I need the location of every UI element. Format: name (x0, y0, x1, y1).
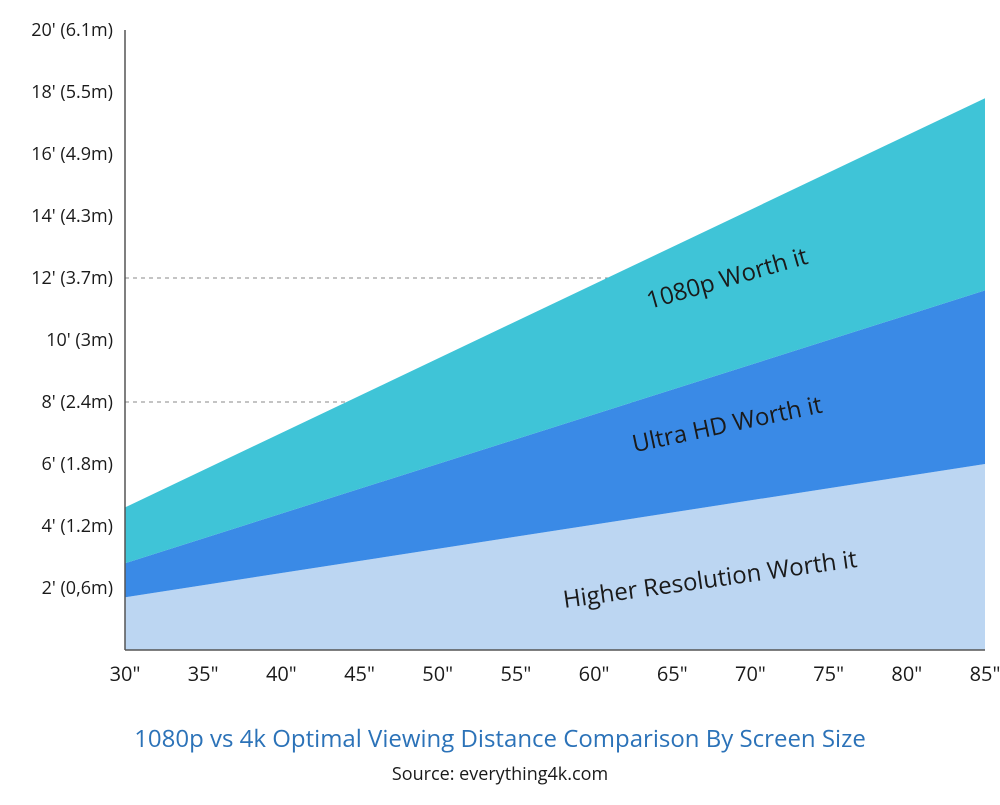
y-tick-label: 20' (6.1m) (3, 18, 113, 42)
y-tick-label: 16' (4.9m) (3, 142, 113, 166)
y-tick-label: 10' (3m) (3, 328, 113, 352)
x-tick-label: 70" (735, 660, 766, 687)
y-tick-label: 4' (1.2m) (3, 514, 113, 538)
y-tick-label: 14' (4.3m) (3, 204, 113, 228)
chart-source: Source: everything4k.com (0, 762, 1000, 786)
x-tick-label: 50" (422, 660, 453, 687)
y-tick-label: 2' (0,6m) (3, 576, 113, 600)
x-tick-label: 80" (891, 660, 922, 687)
x-tick-label: 65" (657, 660, 688, 687)
y-tick-label: 12' (3.7m) (3, 266, 113, 290)
page: 2' (0,6m) 4' (1.2m) 6' (1.8m) 8' (2.4m) 10' … (0, 0, 1000, 800)
viewing-distance-chart: 2' (0,6m) 4' (1.2m) 6' (1.8m) 8' (2.4m) 10' … (0, 0, 1000, 800)
x-tick-label: 30" (110, 660, 141, 687)
x-tick-label: 60" (579, 660, 610, 687)
chart-title: 1080p vs 4k Optimal Viewing Distance Com… (0, 722, 1000, 755)
x-tick-label: 55" (500, 660, 531, 687)
x-tick-label: 85" (970, 660, 1000, 687)
x-tick-label: 35" (188, 660, 219, 687)
x-tick-label: 45" (344, 660, 375, 687)
x-tick-label: 40" (266, 660, 297, 687)
y-tick-label: 18' (5.5m) (3, 80, 113, 104)
x-tick-label: 75" (813, 660, 844, 687)
y-tick-label: 8' (2.4m) (3, 390, 113, 414)
y-tick-label: 6' (1.8m) (3, 452, 113, 476)
